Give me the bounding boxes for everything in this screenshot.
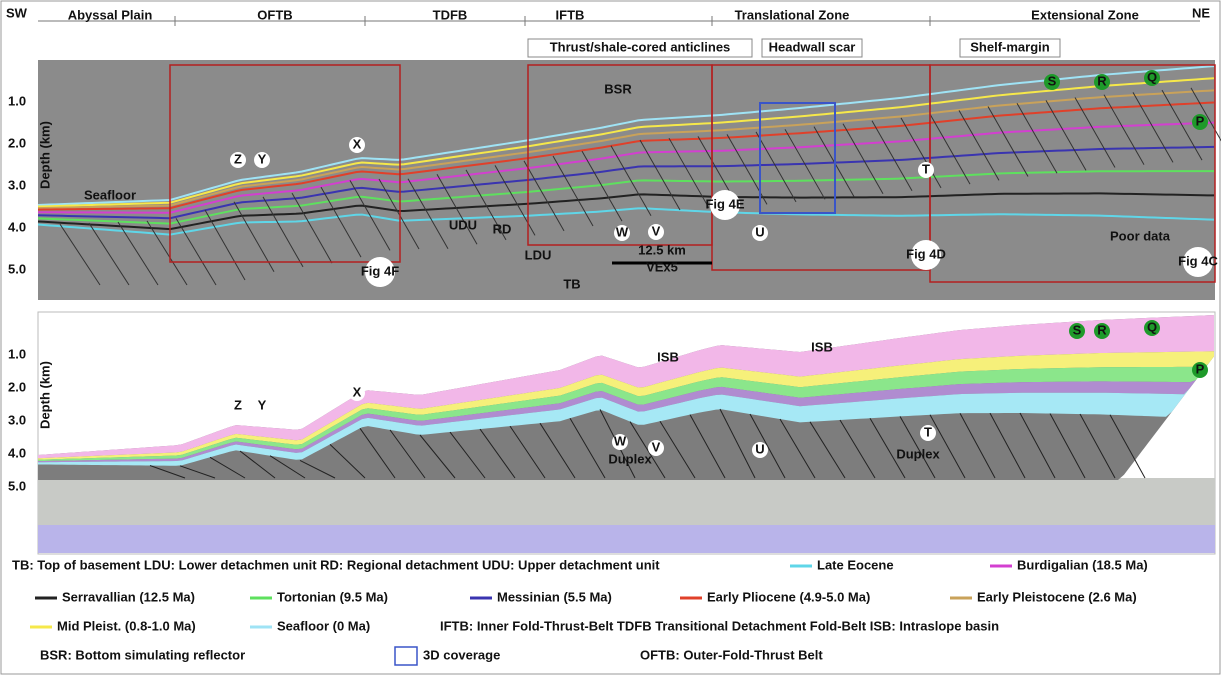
depth-tick: 4.0 (8, 219, 26, 234)
marker: Q (1147, 69, 1157, 84)
legend-label: Early Pleistocene (2.6 Ma) (977, 589, 1137, 604)
legend-label: Late Eocene (817, 557, 894, 572)
marker: X (353, 136, 362, 151)
marker: X (353, 384, 362, 399)
section-label: ISB (657, 349, 679, 364)
section-label: Duplex (608, 451, 652, 466)
legend-label: Seafloor (0 Ma) (277, 618, 370, 633)
marker: P (1196, 361, 1205, 376)
section-label: ISB (811, 339, 833, 354)
figure-ref: Fig 4D (906, 246, 946, 261)
legend-label: Burdigalian (18.5 Ma) (1017, 557, 1148, 572)
zone-label: Extensional Zone (1031, 7, 1139, 22)
marker: Y (258, 397, 267, 412)
marker: S (1048, 73, 1057, 88)
zone-label: Translational Zone (735, 7, 850, 22)
legend-label: Messinian (5.5 Ma) (497, 589, 612, 604)
marker: V (652, 223, 661, 238)
depth-tick: 2.0 (8, 135, 26, 150)
legend-label: OFTB: Outer-Fold-Thrust Belt (640, 647, 823, 662)
marker: U (755, 441, 764, 456)
section-label: VEx5 (646, 259, 678, 274)
zone-label: OFTB (257, 7, 292, 22)
marker: T (924, 424, 932, 439)
callout: Thrust/shale-cored anticlines (550, 39, 731, 54)
figure-ref: Fig 4C (1178, 253, 1218, 268)
marker: W (614, 433, 627, 448)
marker: R (1097, 322, 1107, 337)
legend-label: Serravallian (12.5 Ma) (62, 589, 195, 604)
depth-tick: 1.0 (8, 93, 26, 108)
section-label: Poor data (1110, 228, 1171, 243)
marker: Q (1147, 319, 1157, 334)
legend-label: BSR: Bottom simulating reflector (40, 647, 245, 662)
marker: Z (234, 151, 242, 166)
callout: Headwall scar (769, 39, 856, 54)
legend-label: Mid Pleist. (0.8-1.0 Ma) (57, 618, 196, 633)
depth-tick: 3.0 (8, 412, 26, 427)
figure-ref: Fig 4F (361, 263, 399, 278)
section-label: Duplex (896, 446, 940, 461)
depth-tick: 4.0 (8, 445, 26, 460)
marker: Z (234, 397, 242, 412)
marker: U (755, 224, 764, 239)
legend-label: 3D coverage (423, 647, 500, 662)
marker: P (1196, 113, 1205, 128)
legend-label: Early Pliocene (4.9-5.0 Ma) (707, 589, 870, 604)
marker: V (652, 439, 661, 454)
y-axis-label: Depth (km) (37, 121, 52, 189)
zone-end: NE (1192, 5, 1210, 20)
section-label: UDU (449, 217, 477, 232)
legend-label: Tortonian (9.5 Ma) (277, 589, 388, 604)
marker: R (1097, 73, 1107, 88)
legend-label: IFTB: Inner Fold-Thrust-Belt TDFB Transi… (440, 618, 999, 633)
section-label: Seafloor (84, 187, 136, 202)
depth-tick: 5.0 (8, 478, 26, 493)
depth-tick: 2.0 (8, 379, 26, 394)
basement (38, 478, 1215, 530)
zone-label: IFTB (556, 7, 585, 22)
depth-tick: 1.0 (8, 346, 26, 361)
figure: SWNEAbyssal PlainOFTBTDFBIFTBTranslation… (0, 0, 1221, 675)
section-label: BSR (604, 81, 632, 96)
section-label: LDU (525, 247, 552, 262)
marker: T (922, 161, 930, 176)
marker: W (616, 224, 629, 239)
figure-ref: Fig 4E (705, 196, 744, 211)
zone-label: Abyssal Plain (68, 7, 153, 22)
callout: Shelf-margin (970, 39, 1050, 54)
deep-unit (38, 525, 1215, 553)
section-label: TB (563, 276, 580, 291)
legend-label: TB: Top of basement LDU: Lower detachmen… (12, 557, 660, 572)
section-label: RD (493, 221, 512, 236)
marker: S (1073, 322, 1082, 337)
depth-tick: 3.0 (8, 177, 26, 192)
y-axis-label: Depth (km) (37, 361, 52, 429)
section-label: 12.5 km (638, 242, 686, 257)
depth-tick: 5.0 (8, 261, 26, 276)
zone-label: TDFB (433, 7, 468, 22)
marker: Y (258, 151, 267, 166)
zone-end: SW (6, 5, 28, 20)
